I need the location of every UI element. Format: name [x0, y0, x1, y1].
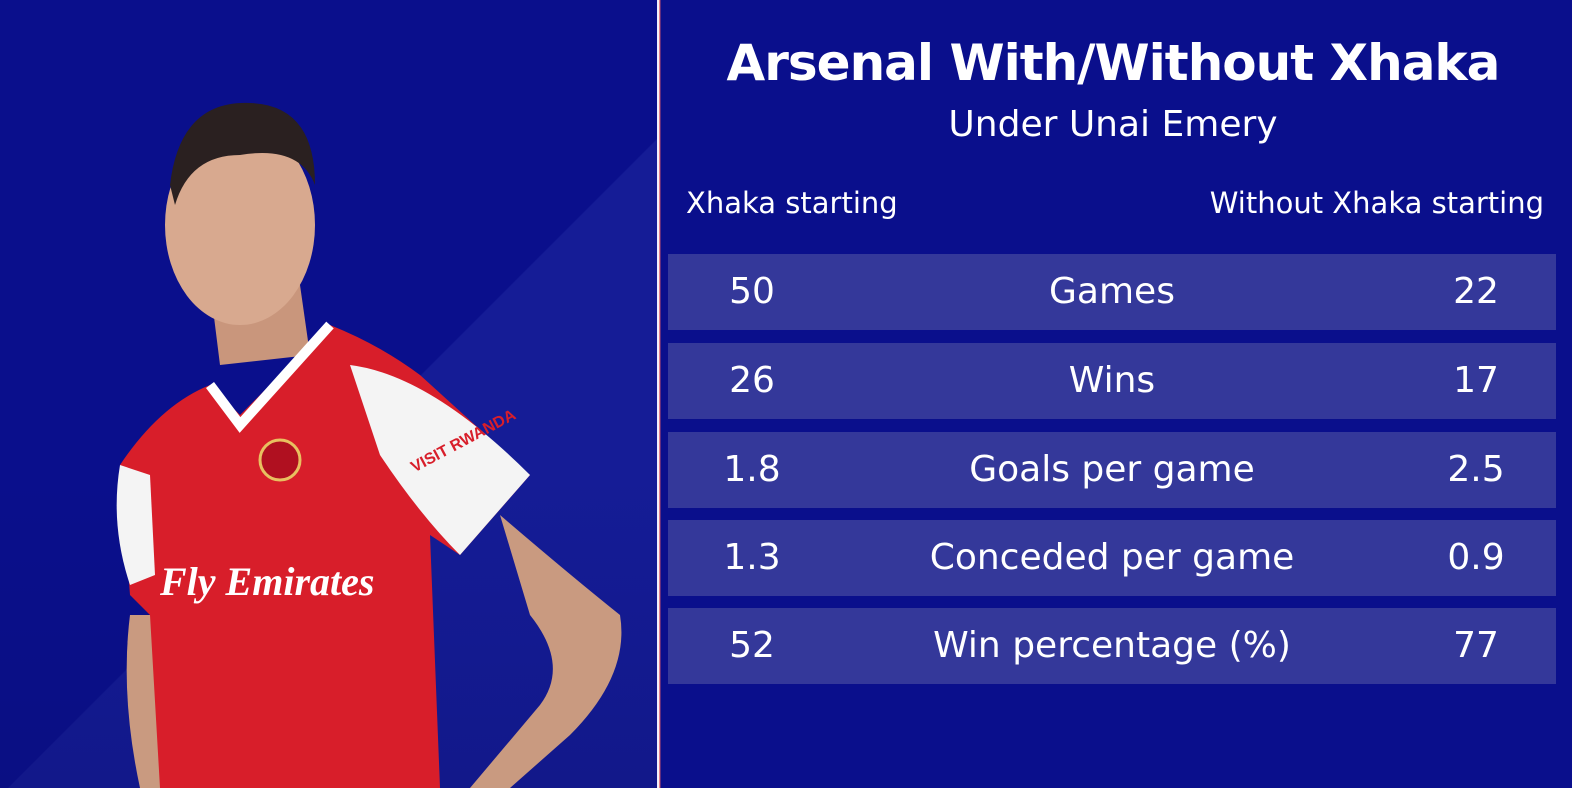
stat-row-conceded: 1.3 Conceded per game 0.9	[668, 520, 1556, 596]
without-value: 77	[1453, 625, 1499, 666]
without-value: 17	[1453, 360, 1499, 401]
with-value: 26	[729, 360, 775, 401]
column-header-with: Xhaka starting	[686, 186, 898, 220]
divider	[657, 0, 661, 788]
page-subtitle: Under Unai Emery	[948, 104, 1278, 145]
stat-row-wins: 26 Wins 17	[668, 343, 1556, 419]
page-title: Arsenal With/Without Xhaka	[726, 34, 1501, 92]
stat-row-win-percentage: 52 Win percentage (%) 77	[668, 608, 1556, 684]
with-value: 1.3	[723, 537, 781, 578]
shirt-sponsor-text: Fly Emirates	[159, 559, 374, 604]
stat-label: Wins	[1068, 360, 1156, 401]
with-value: 1.8	[723, 449, 781, 490]
club-crest-icon	[258, 438, 302, 482]
stat-label: Games	[1049, 271, 1175, 312]
without-value: 22	[1453, 271, 1499, 312]
stat-label: Win percentage (%)	[933, 625, 1291, 666]
with-value: 52	[729, 625, 775, 666]
column-header-without: Without Xhaka starting	[1209, 186, 1544, 220]
stat-label: Goals per game	[969, 449, 1255, 490]
stat-row-games: 50 Games 22	[668, 254, 1556, 330]
without-value: 2.5	[1447, 449, 1505, 490]
stat-label: Conceded per game	[929, 537, 1295, 578]
player-photo: Fly Emirates VISIT RWANDA	[116, 102, 622, 788]
with-value: 50	[729, 271, 775, 312]
stat-row-goals: 1.8 Goals per game 2.5	[668, 432, 1556, 508]
without-value: 0.9	[1447, 537, 1505, 578]
